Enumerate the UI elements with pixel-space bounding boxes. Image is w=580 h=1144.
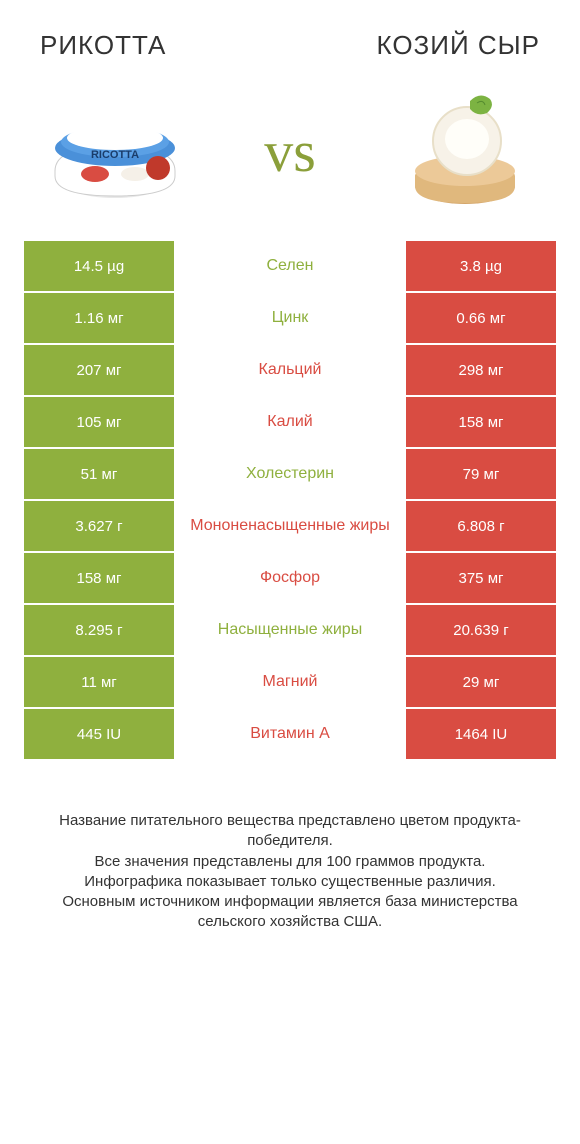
cell-right-value: 6.808 г xyxy=(406,501,556,551)
table-row: 207 мгКальций298 мг xyxy=(24,345,556,395)
product-right-image xyxy=(390,91,540,211)
cell-right-value: 1464 IU xyxy=(406,709,556,759)
table-row: 8.295 гНасыщенные жиры20.639 г xyxy=(24,605,556,655)
table-row: 11 мгМагний29 мг xyxy=(24,657,556,707)
cell-label: Магний xyxy=(174,657,406,707)
cell-left-value: 3.627 г xyxy=(24,501,174,551)
cell-right-value: 20.639 г xyxy=(406,605,556,655)
cell-label: Витамин A xyxy=(174,709,406,759)
cell-label: Насыщенные жиры xyxy=(174,605,406,655)
cell-right-value: 79 мг xyxy=(406,449,556,499)
footer-line: Все значения представлены для 100 граммо… xyxy=(30,852,550,872)
footer-text: Название питательного вещества представл… xyxy=(0,761,580,953)
cell-left-value: 51 мг xyxy=(24,449,174,499)
table-row: 3.627 гМононенасыщенные жиры6.808 г xyxy=(24,501,556,551)
products-row: RICOTTA vs xyxy=(0,71,580,241)
table-row: 51 мгХолестерин79 мг xyxy=(24,449,556,499)
table-row: 445 IUВитамин A1464 IU xyxy=(24,709,556,759)
cell-label: Калий xyxy=(174,397,406,447)
product-left-image: RICOTTA xyxy=(40,91,190,211)
cell-label: Кальций xyxy=(174,345,406,395)
goat-cheese-icon xyxy=(395,81,535,221)
comparison-table: 14.5 µgСелен3.8 µg1.16 мгЦинк0.66 мг207 … xyxy=(0,241,580,759)
header: РИКОТТА КОЗИЙ СЫР xyxy=(0,0,580,71)
cell-left-value: 158 мг xyxy=(24,553,174,603)
cell-label: Селен xyxy=(174,241,406,291)
cell-label: Цинк xyxy=(174,293,406,343)
cell-left-value: 207 мг xyxy=(24,345,174,395)
cell-left-value: 14.5 µg xyxy=(24,241,174,291)
table-row: 1.16 мгЦинк0.66 мг xyxy=(24,293,556,343)
cell-label: Мононенасыщенные жиры xyxy=(174,501,406,551)
footer-line: Название питательного вещества представл… xyxy=(30,811,550,852)
cell-left-value: 1.16 мг xyxy=(24,293,174,343)
cell-right-value: 158 мг xyxy=(406,397,556,447)
cell-left-value: 445 IU xyxy=(24,709,174,759)
cell-right-value: 3.8 µg xyxy=(406,241,556,291)
table-row: 14.5 µgСелен3.8 µg xyxy=(24,241,556,291)
cell-left-value: 8.295 г xyxy=(24,605,174,655)
cell-left-value: 105 мг xyxy=(24,397,174,447)
title-left: РИКОТТА xyxy=(40,30,166,61)
table-row: 158 мгФосфор375 мг xyxy=(24,553,556,603)
svg-text:RICOTTA: RICOTTA xyxy=(91,149,139,161)
title-right: КОЗИЙ СЫР xyxy=(376,30,540,61)
cell-left-value: 11 мг xyxy=(24,657,174,707)
cell-right-value: 0.66 мг xyxy=(406,293,556,343)
vs-label: vs xyxy=(264,118,316,185)
ricotta-icon: RICOTTA xyxy=(40,96,190,206)
cell-right-value: 29 мг xyxy=(406,657,556,707)
cell-label: Фосфор xyxy=(174,553,406,603)
cell-label: Холестерин xyxy=(174,449,406,499)
footer-line: Основным источником информации является … xyxy=(30,892,550,933)
cell-right-value: 298 мг xyxy=(406,345,556,395)
footer-line: Инфографика показывает только существенн… xyxy=(30,872,550,892)
cell-right-value: 375 мг xyxy=(406,553,556,603)
table-row: 105 мгКалий158 мг xyxy=(24,397,556,447)
